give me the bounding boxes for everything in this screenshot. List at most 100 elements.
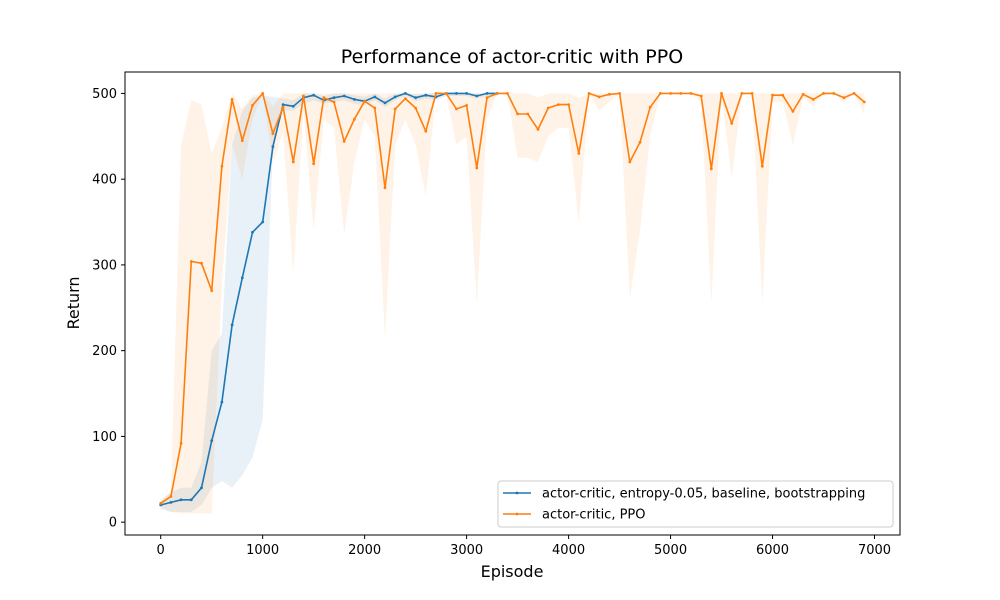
series-1-point	[230, 98, 234, 101]
series-0-point	[291, 104, 295, 108]
series-1-point	[567, 103, 570, 106]
x-tick-label: 6000	[756, 543, 789, 558]
legend-marker-1	[515, 512, 519, 516]
series-1-point	[291, 160, 295, 164]
series-1-point	[709, 167, 713, 171]
series-0-point	[251, 230, 254, 234]
chart-title: Performance of actor-critic with PPO	[341, 46, 683, 68]
series-1-point	[750, 92, 754, 95]
series-0-point	[404, 92, 407, 95]
series-1-point	[689, 92, 693, 95]
x-tick-label: 0	[157, 543, 165, 558]
series-0-point	[169, 501, 173, 504]
series-1-point	[179, 441, 183, 445]
series-1-point	[801, 92, 805, 96]
series-1-point	[699, 94, 703, 98]
series-1-point	[342, 140, 346, 143]
series-1-point	[159, 501, 163, 505]
series-1-point	[312, 162, 316, 166]
series-0-point	[179, 498, 183, 502]
series-0-point	[281, 103, 285, 106]
legend-box	[497, 480, 894, 528]
series-1-point	[791, 110, 795, 113]
y-tick-label: 200	[92, 344, 117, 359]
series-1-point	[393, 107, 397, 111]
series-1-point	[822, 92, 825, 95]
y-axis: 0 100 200 300 400 500	[92, 87, 125, 531]
series-1-point	[383, 186, 387, 190]
series-1-point	[516, 112, 519, 116]
series-1-point	[485, 96, 489, 100]
y-tick-label: 0	[109, 516, 117, 531]
series-1-point	[648, 105, 652, 109]
legend-marker-0	[515, 491, 519, 495]
series-0-point	[393, 95, 397, 99]
series-1-point	[455, 107, 458, 111]
series-0-point	[424, 93, 428, 97]
series-0-point	[312, 93, 316, 97]
series-0-point	[210, 439, 214, 443]
series-0-point	[189, 498, 193, 502]
series-0-point	[200, 486, 203, 490]
series-0-point	[475, 94, 479, 98]
x-axis: 0 1000 2000 3000 4000 5000 6000 7000	[157, 535, 891, 558]
series-0-point	[455, 92, 458, 95]
plot-frame	[124, 71, 901, 536]
series-1-point	[475, 166, 479, 170]
series-0-point	[271, 145, 275, 149]
series-1-band	[160, 93, 865, 514]
series-1-point	[669, 92, 672, 95]
x-tick-label: 2000	[348, 543, 381, 558]
series-1-point	[577, 152, 581, 155]
series-1-point	[271, 132, 275, 136]
series-0-point	[465, 92, 468, 95]
series-1-point	[506, 92, 509, 95]
series-1-point	[659, 92, 662, 95]
series-0-point	[414, 96, 417, 100]
series-0-band	[160, 93, 498, 512]
series-lines	[159, 92, 866, 507]
series-1-point	[240, 139, 244, 143]
series-1-point	[414, 106, 417, 110]
series-1-point	[332, 100, 336, 104]
series-1-point	[322, 96, 326, 100]
series-1-point	[628, 160, 632, 164]
y-axis-label: Return	[64, 276, 83, 329]
series-0-point	[332, 96, 336, 100]
x-tick-label: 3000	[450, 543, 483, 558]
series-1-point	[771, 93, 774, 97]
legend-label-0: actor-critic, entropy-0.05, baseline, bo…	[542, 487, 865, 502]
series-1-point	[536, 127, 540, 131]
series-1-point	[373, 106, 377, 110]
series-1-point	[526, 112, 530, 116]
series-0-point	[261, 220, 265, 224]
series-1-point	[444, 92, 448, 95]
series-1-point	[261, 92, 265, 95]
series-1-point	[546, 106, 550, 110]
series-1-point	[363, 99, 366, 103]
series-1-point	[862, 100, 866, 104]
series-1-point	[720, 92, 723, 95]
series-1-point	[852, 92, 856, 95]
series-0-point	[373, 95, 377, 99]
x-tick-label: 7000	[858, 543, 891, 558]
series-1-line	[160, 92, 865, 504]
y-tick-label: 500	[92, 87, 117, 102]
confidence-bands	[160, 93, 865, 514]
series-0-point	[342, 94, 346, 98]
y-tick-label: 100	[92, 430, 117, 445]
series-1-point	[302, 94, 305, 98]
series-0-point	[485, 92, 489, 95]
series-0-point	[220, 400, 224, 404]
series-1-point	[781, 93, 785, 97]
x-tick-label: 4000	[552, 543, 585, 558]
series-1-point	[811, 98, 815, 101]
series-1-point	[597, 95, 601, 99]
x-axis-label: Episode	[481, 562, 544, 581]
series-1-point	[281, 105, 285, 109]
series-1-point	[353, 117, 356, 121]
series-1-point	[404, 97, 407, 100]
series-1-point	[189, 260, 193, 263]
series-1-point	[424, 129, 428, 133]
